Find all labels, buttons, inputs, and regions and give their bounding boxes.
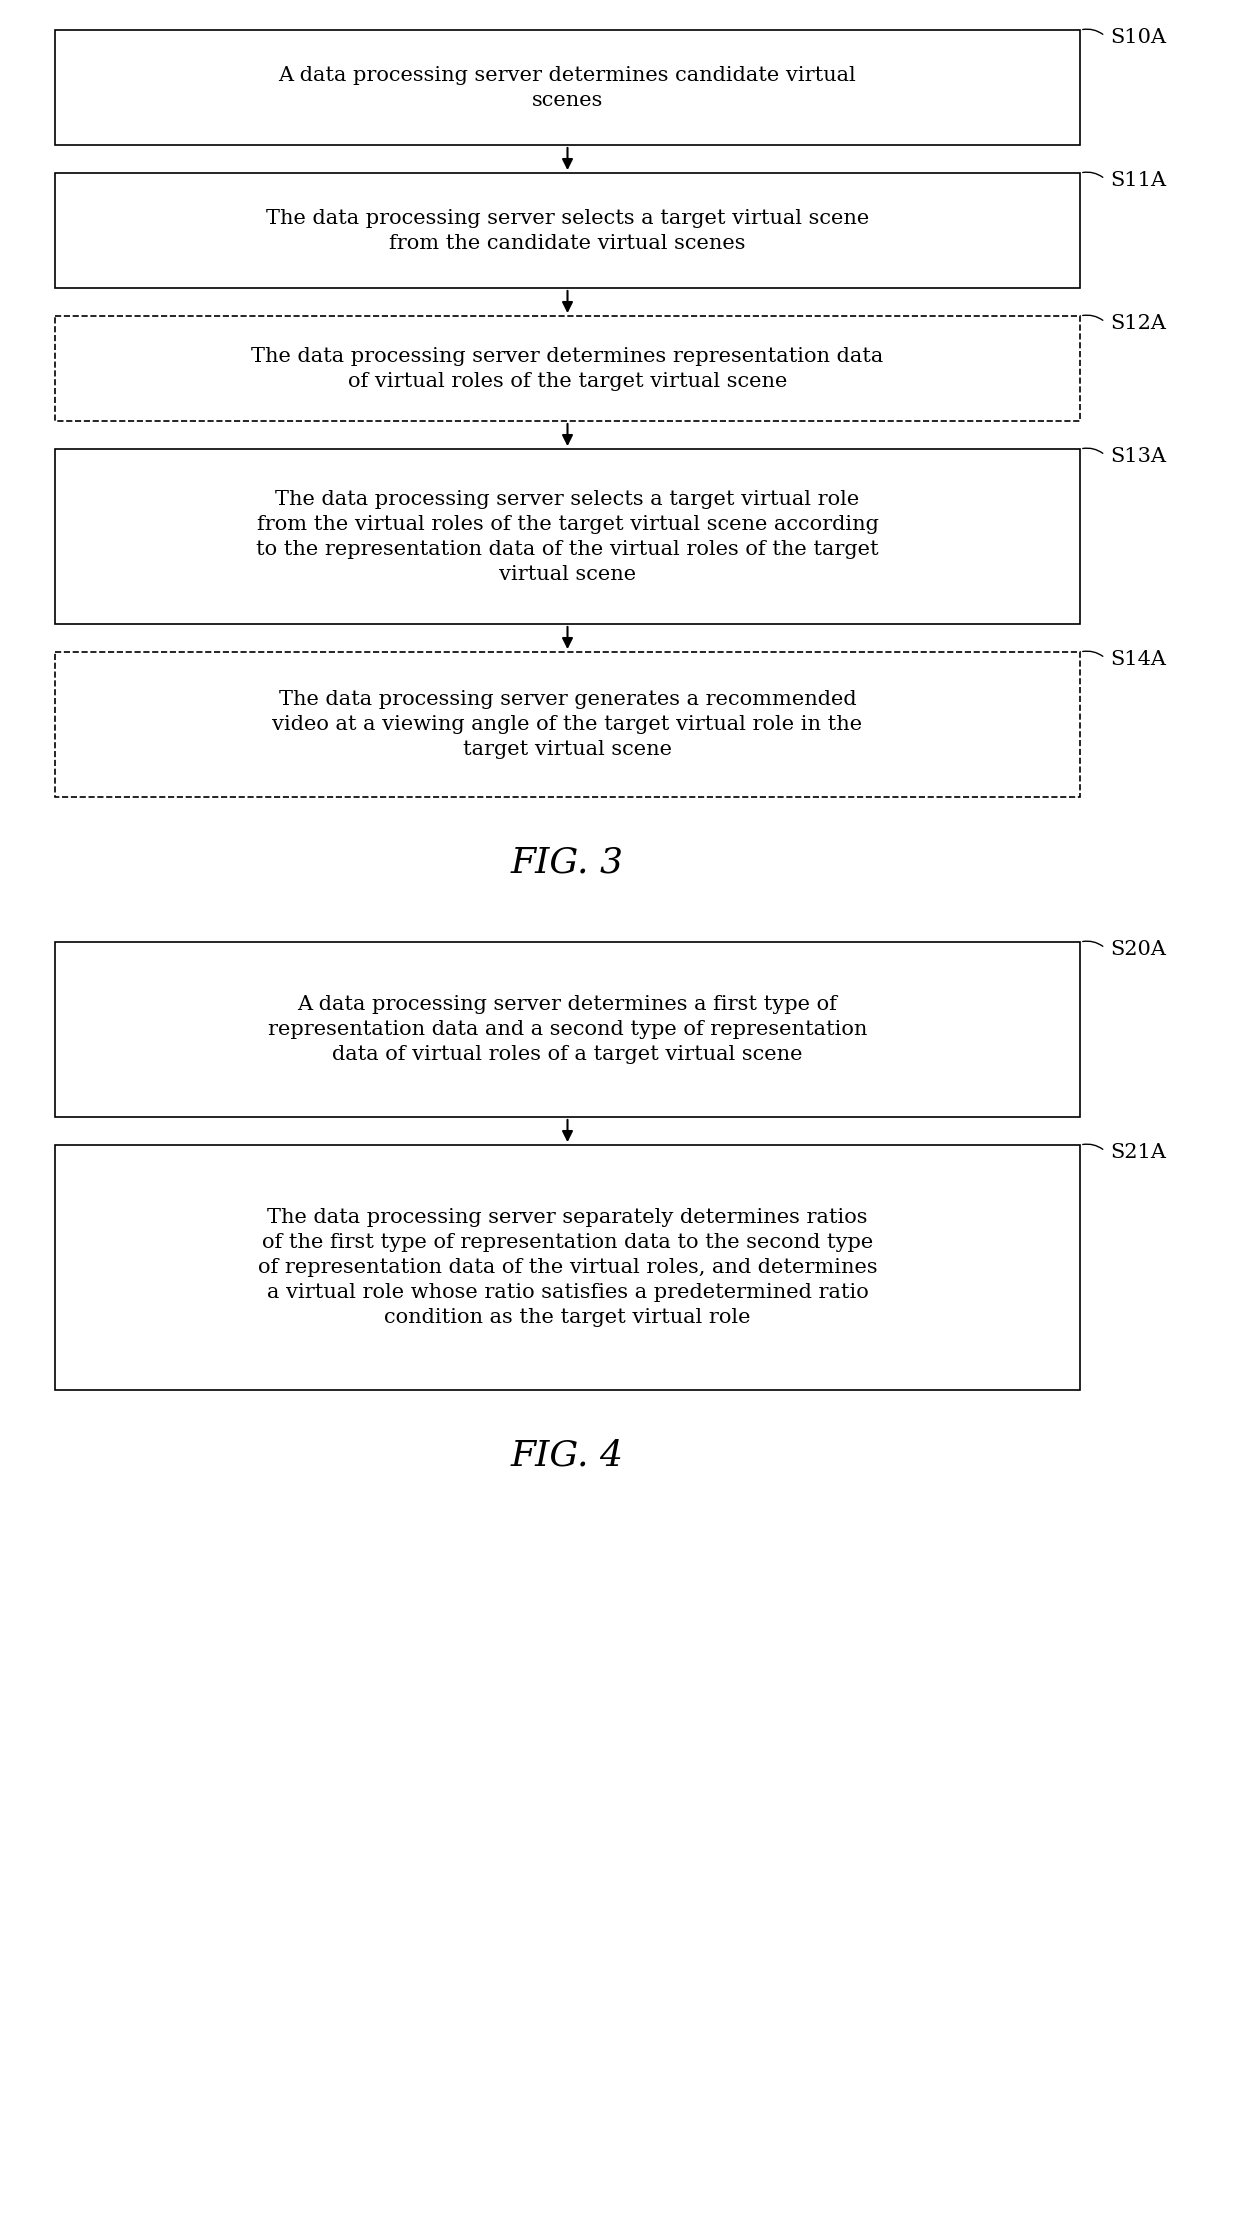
Bar [55, 31, 1080, 144]
Text: S11A: S11A [1110, 171, 1166, 190]
Bar [55, 450, 1080, 625]
Text: The data processing server determines representation data
of virtual roles of th: The data processing server determines re… [252, 346, 884, 390]
Text: A data processing server determines a first type of
representation data and a se: A data processing server determines a fi… [268, 995, 867, 1063]
Text: S20A: S20A [1110, 939, 1166, 959]
Text: S12A: S12A [1110, 315, 1166, 332]
Text: S13A: S13A [1110, 447, 1166, 465]
Text: S21A: S21A [1110, 1143, 1166, 1163]
Bar [55, 651, 1080, 797]
Text: The data processing server generates a recommended
video at a viewing angle of t: The data processing server generates a r… [273, 691, 863, 760]
Text: A data processing server determines candidate virtual
scenes: A data processing server determines cand… [279, 66, 857, 109]
Text: FIG. 4: FIG. 4 [511, 1438, 624, 1473]
Text: The data processing server separately determines ratios
of the first type of rep: The data processing server separately de… [258, 1207, 878, 1327]
Text: S10A: S10A [1110, 29, 1166, 47]
Text: The data processing server selects a target virtual role
from the virtual roles : The data processing server selects a tar… [257, 490, 879, 583]
Text: S14A: S14A [1110, 649, 1166, 669]
Bar [55, 173, 1080, 288]
Text: The data processing server selects a target virtual scene
from the candidate vir: The data processing server selects a tar… [265, 208, 869, 253]
Text: FIG. 3: FIG. 3 [511, 844, 624, 879]
Bar [55, 317, 1080, 421]
Bar [55, 1145, 1080, 1391]
Bar [55, 941, 1080, 1116]
